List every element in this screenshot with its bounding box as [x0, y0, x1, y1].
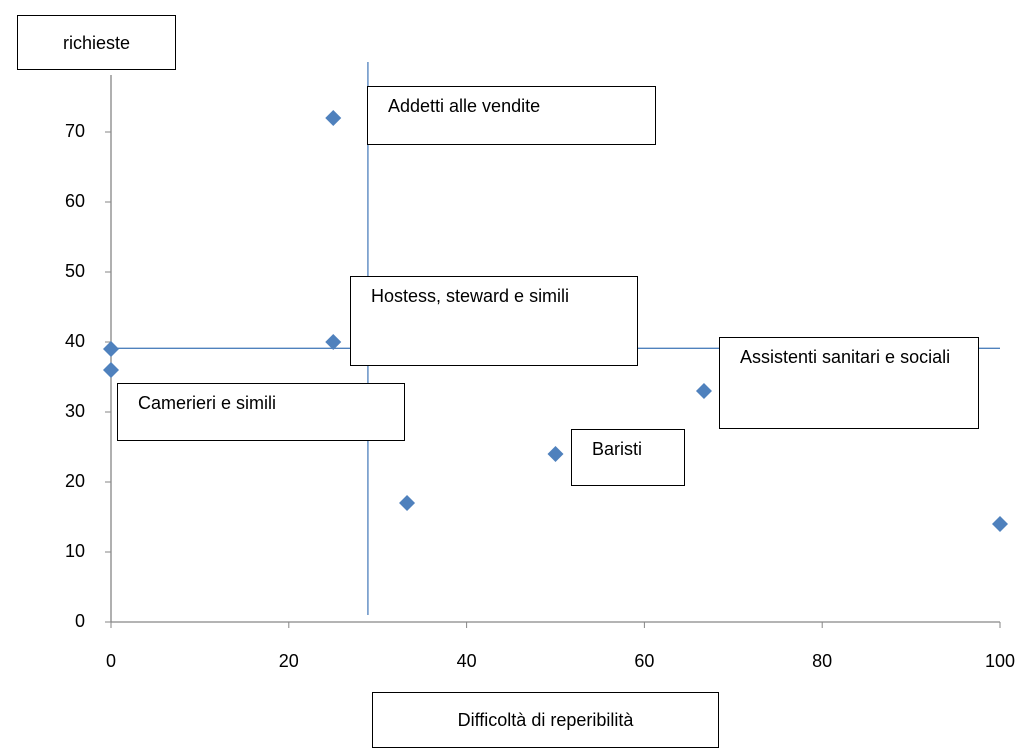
point	[399, 495, 416, 511]
x-tick-label: 60	[634, 651, 654, 671]
annotation: Addetti alle vendite	[367, 86, 656, 145]
annotation: Assistenti sanitari e sociali	[719, 337, 979, 429]
y-axis-label: richieste	[17, 15, 176, 70]
y-tick-label: 50	[65, 261, 85, 281]
annotation: Hostess, steward e simili	[350, 276, 638, 366]
annotation: Baristi	[571, 429, 685, 486]
point	[695, 383, 712, 399]
x-axis-label: Difficoltà di reperibilità	[372, 692, 719, 748]
point	[325, 334, 342, 350]
y-tick-label: 0	[75, 611, 85, 631]
x-tick-label: 100	[985, 651, 1015, 671]
annotation: Camerieri e simili	[117, 383, 405, 441]
x-tick-label: 20	[279, 651, 299, 671]
x-tick-label: 40	[457, 651, 477, 671]
y-tick-label: 10	[65, 541, 85, 561]
y-tick-label: 70	[65, 121, 85, 141]
point	[103, 341, 119, 357]
y-tick-label: 60	[65, 191, 85, 211]
point	[325, 110, 342, 126]
point	[992, 516, 1008, 532]
y-tick-label: 20	[65, 471, 85, 491]
x-tick-label: 0	[106, 651, 116, 671]
y-tick-label: 40	[65, 331, 85, 351]
point	[547, 446, 564, 462]
point	[103, 362, 119, 378]
y-tick-label: 30	[65, 401, 85, 421]
x-tick-label: 80	[812, 651, 832, 671]
